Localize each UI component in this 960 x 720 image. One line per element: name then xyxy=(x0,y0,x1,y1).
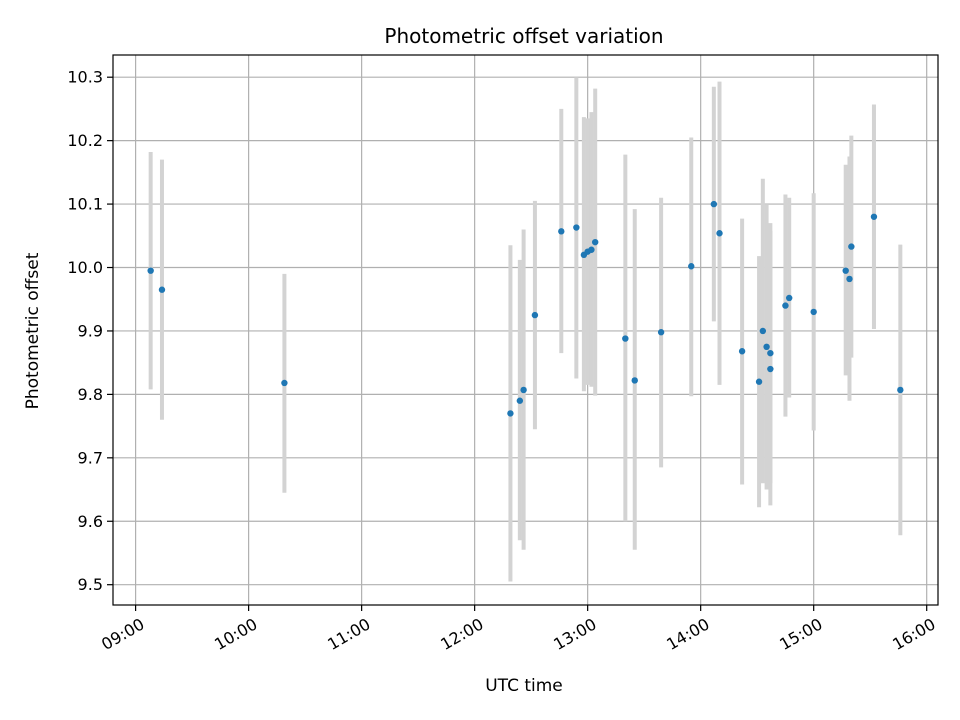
data-point xyxy=(810,308,817,316)
data-point xyxy=(763,343,770,351)
data-point xyxy=(767,365,774,373)
data-point xyxy=(657,329,665,336)
data-point xyxy=(870,213,878,220)
y-tick-label: 9.5 xyxy=(78,575,103,594)
data-point xyxy=(848,243,855,250)
y-tick-label: 9.8 xyxy=(78,385,103,404)
data-point xyxy=(573,224,580,231)
data-point xyxy=(520,386,527,394)
data-point xyxy=(755,378,763,385)
y-tick-label: 9.9 xyxy=(78,321,103,340)
data-point xyxy=(759,327,767,335)
y-axis-label: Photometric offset xyxy=(23,252,43,409)
data-point xyxy=(507,410,514,417)
y-tick-label: 10.2 xyxy=(67,131,103,150)
y-tick-label: 9.6 xyxy=(78,512,103,531)
x-axis-label: UTC time xyxy=(485,676,563,696)
plot-frame xyxy=(112,54,939,606)
data-point xyxy=(147,267,154,274)
y-tick-label: 10.3 xyxy=(67,68,103,87)
data-point xyxy=(785,294,793,302)
data-point xyxy=(622,335,629,342)
data-point xyxy=(281,379,288,387)
chart-title: Photometric offset variation xyxy=(384,24,663,48)
data-point xyxy=(516,397,524,404)
data-point xyxy=(591,238,599,246)
y-tick-label: 10.1 xyxy=(67,195,103,214)
data-point xyxy=(846,275,853,283)
data-point xyxy=(558,228,565,235)
data-point xyxy=(842,267,849,274)
data-point xyxy=(897,386,904,394)
data-point xyxy=(158,286,166,293)
data-point xyxy=(588,246,595,253)
data-point xyxy=(738,348,746,355)
data-point xyxy=(631,377,638,384)
marker-layer xyxy=(147,200,904,417)
data-point xyxy=(767,349,774,357)
y-tick-label: 9.7 xyxy=(78,448,103,467)
data-point xyxy=(710,200,718,208)
data-point xyxy=(531,311,539,319)
data-point xyxy=(782,302,789,309)
y-tick-label: 10.0 xyxy=(67,258,103,277)
data-point xyxy=(716,230,723,237)
data-point xyxy=(688,263,695,270)
y-tick-layer: 9.5 9.6 9.7 9.8 9.9 10.0 10.1 10.2 10.3 xyxy=(67,68,113,594)
